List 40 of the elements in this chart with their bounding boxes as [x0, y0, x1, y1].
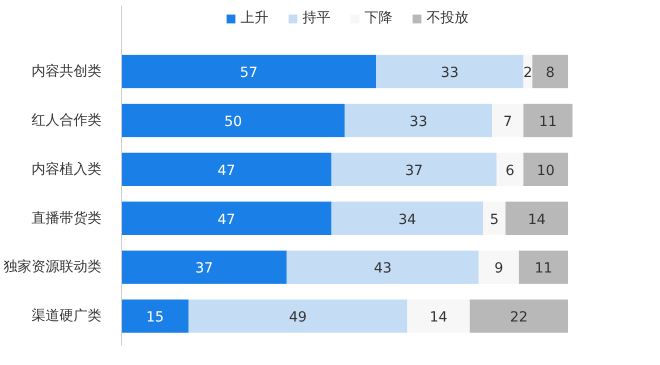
data-label: 37 — [405, 162, 423, 179]
bar — [122, 54, 376, 88]
bar — [122, 250, 287, 284]
data-label: 15 — [146, 310, 164, 326]
data-label: 11 — [539, 114, 557, 130]
y-tick-label: 直播带货类 — [32, 210, 102, 226]
data-label: 10 — [536, 162, 555, 179]
y-tick-label: 内容植入类 — [32, 161, 102, 178]
data-label: 49 — [288, 310, 307, 326]
data-label: 34 — [398, 212, 416, 228]
data-label: 14 — [528, 212, 546, 228]
data-label: 47 — [218, 162, 236, 179]
bar — [122, 300, 188, 333]
data-label: 37 — [195, 260, 214, 277]
data-label: 33 — [410, 114, 428, 130]
data-label: 6 — [506, 162, 515, 179]
bar — [122, 202, 332, 235]
data-label: 57 — [240, 65, 258, 82]
y-tick-label: 内容共创类 — [32, 64, 102, 80]
data-label: 22 — [510, 310, 528, 326]
legend-label: 下降 — [364, 9, 392, 27]
data-label: 43 — [374, 260, 392, 277]
y-tick-label: 红人合作类 — [32, 112, 102, 128]
data-label: 2 — [523, 65, 532, 82]
y-tick-label: 独家资源联动类 — [4, 259, 102, 276]
data-label: 9 — [494, 260, 504, 277]
legend-label: 不投放 — [426, 9, 468, 27]
bar — [122, 152, 332, 186]
data-label: 50 — [224, 114, 242, 130]
data-label: 5 — [490, 212, 499, 228]
data-label: 14 — [430, 310, 448, 326]
y-tick-label: 渠道硬广类 — [32, 308, 102, 324]
data-label: 33 — [440, 65, 459, 82]
data-label: 7 — [503, 114, 512, 130]
data-label: 8 — [546, 65, 555, 82]
data-label: 11 — [534, 260, 552, 277]
data-label: 47 — [218, 212, 236, 228]
bar — [122, 104, 345, 138]
legend-label: 上升 — [240, 9, 268, 27]
legend-label: 持平 — [302, 9, 330, 27]
